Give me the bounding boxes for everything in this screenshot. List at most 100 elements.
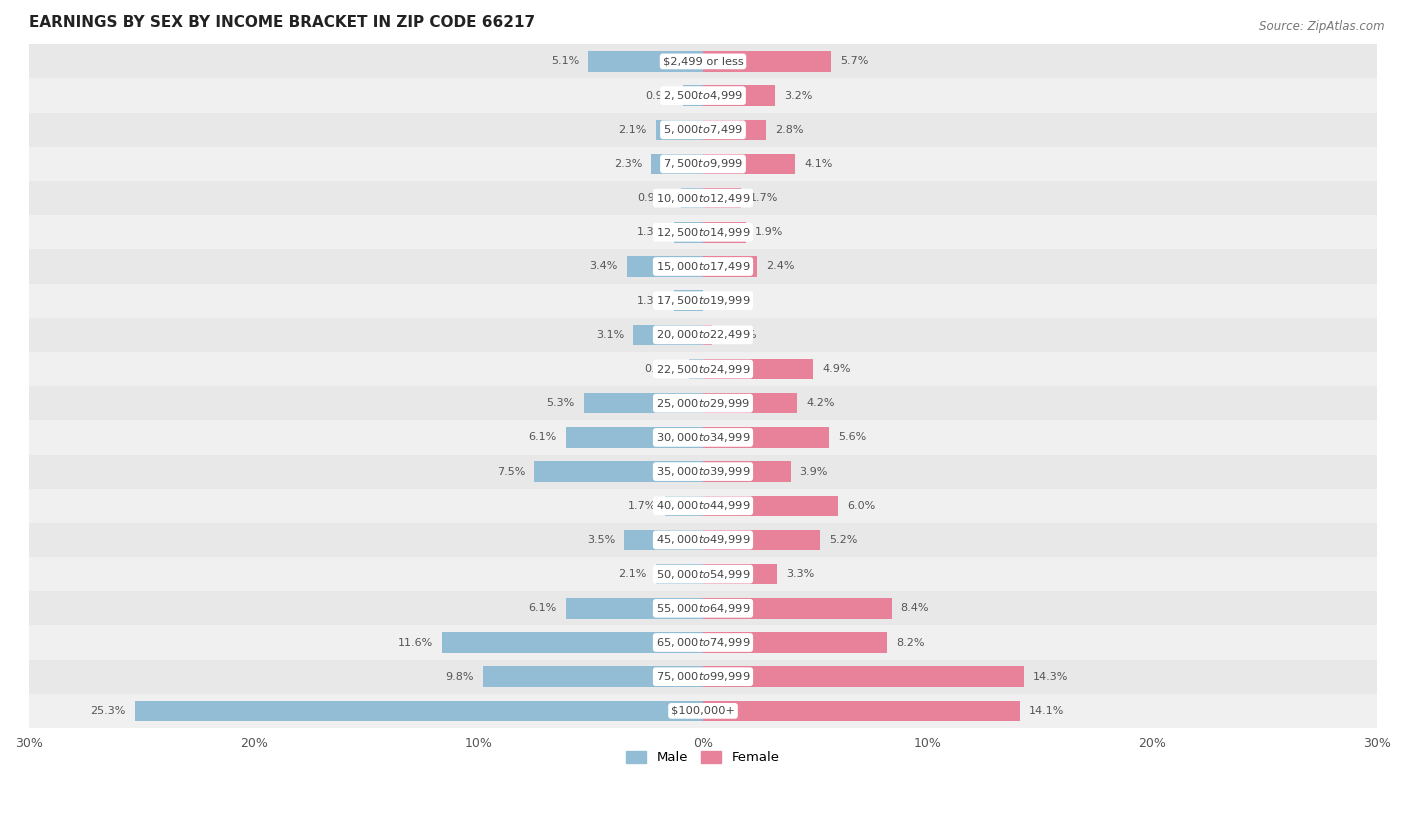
Text: 1.3%: 1.3% [637,296,665,306]
Text: 4.2%: 4.2% [807,398,835,408]
Text: 1.9%: 1.9% [755,228,783,237]
Text: 1.3%: 1.3% [637,228,665,237]
Bar [683,85,703,106]
Text: $25,000 to $29,999: $25,000 to $29,999 [655,397,751,410]
Text: $75,000 to $99,999: $75,000 to $99,999 [655,670,751,683]
Text: 0.42%: 0.42% [721,330,756,340]
Bar [0,318,1406,352]
Text: 8.2%: 8.2% [896,637,925,647]
Text: 3.9%: 3.9% [800,467,828,476]
Bar [0,250,1406,284]
Bar [588,51,703,72]
Bar [673,222,703,242]
Text: $40,000 to $44,999: $40,000 to $44,999 [655,499,751,512]
Text: 9.8%: 9.8% [446,672,474,681]
Bar [655,120,703,140]
Bar [673,290,703,311]
Text: $2,500 to $4,999: $2,500 to $4,999 [664,89,742,102]
Text: 7.5%: 7.5% [498,467,526,476]
Bar [703,85,775,106]
Text: 2.1%: 2.1% [619,569,647,579]
Bar [703,496,838,516]
Text: $10,000 to $12,499: $10,000 to $12,499 [655,192,751,205]
Bar [567,598,703,619]
Text: 25.3%: 25.3% [90,706,125,716]
Text: $7,500 to $9,999: $7,500 to $9,999 [664,158,742,171]
Text: 4.9%: 4.9% [823,364,851,374]
Text: 0.64%: 0.64% [644,364,679,374]
Bar [0,625,1406,659]
Bar [0,386,1406,420]
Bar [703,51,831,72]
Text: 6.1%: 6.1% [529,433,557,442]
Text: $50,000 to $54,999: $50,000 to $54,999 [655,567,751,580]
Bar [689,359,703,380]
Bar [583,393,703,414]
Bar [0,113,1406,147]
Text: 5.1%: 5.1% [551,56,579,67]
Text: $35,000 to $39,999: $35,000 to $39,999 [655,465,751,478]
Bar [703,256,756,276]
Bar [482,667,703,687]
Bar [703,530,820,550]
Text: 1.7%: 1.7% [751,193,779,203]
Text: $22,500 to $24,999: $22,500 to $24,999 [655,363,751,376]
Bar [703,701,1019,721]
Text: 3.4%: 3.4% [589,262,617,272]
Bar [0,181,1406,215]
Text: 4.1%: 4.1% [804,159,832,169]
Bar [0,591,1406,625]
Text: $55,000 to $64,999: $55,000 to $64,999 [655,602,751,615]
Bar [703,667,1025,687]
Bar [703,154,796,174]
Bar [624,530,703,550]
Text: 5.7%: 5.7% [839,56,869,67]
Bar [703,393,797,414]
Bar [0,420,1406,454]
Text: 3.1%: 3.1% [596,330,624,340]
Text: 14.1%: 14.1% [1029,706,1064,716]
Text: $20,000 to $22,499: $20,000 to $22,499 [655,328,751,341]
Bar [633,324,703,345]
Text: 3.3%: 3.3% [786,569,814,579]
Bar [703,461,790,482]
Text: 14.3%: 14.3% [1033,672,1069,681]
Text: 8.4%: 8.4% [901,603,929,613]
Text: 2.1%: 2.1% [619,124,647,135]
Bar [443,633,703,653]
Bar [0,147,1406,181]
Bar [0,44,1406,79]
Text: 3.2%: 3.2% [785,90,813,101]
Bar [0,659,1406,693]
Bar [0,79,1406,113]
Bar [703,564,778,585]
Bar [0,215,1406,250]
Text: 5.2%: 5.2% [828,535,858,545]
Text: 0.96%: 0.96% [637,193,672,203]
Text: 6.0%: 6.0% [846,501,875,511]
Bar [703,427,828,448]
Text: 1.7%: 1.7% [627,501,655,511]
Bar [0,352,1406,386]
Text: $45,000 to $49,999: $45,000 to $49,999 [655,533,751,546]
Bar [703,633,887,653]
Text: $15,000 to $17,499: $15,000 to $17,499 [655,260,751,273]
Bar [0,693,1406,728]
Text: $2,499 or less: $2,499 or less [662,56,744,67]
Text: $17,500 to $19,999: $17,500 to $19,999 [655,294,751,307]
Text: 2.3%: 2.3% [614,159,643,169]
Text: $30,000 to $34,999: $30,000 to $34,999 [655,431,751,444]
Bar [0,523,1406,557]
Bar [703,359,813,380]
Text: 11.6%: 11.6% [398,637,433,647]
Text: 0.0%: 0.0% [711,296,740,306]
Text: EARNINGS BY SEX BY INCOME BRACKET IN ZIP CODE 66217: EARNINGS BY SEX BY INCOME BRACKET IN ZIP… [30,15,536,30]
Legend: Male, Female: Male, Female [621,746,785,770]
Bar [703,222,745,242]
Text: 3.5%: 3.5% [588,535,616,545]
Bar [682,188,703,208]
Text: 0.9%: 0.9% [645,90,673,101]
Bar [0,489,1406,523]
Text: 2.4%: 2.4% [766,262,794,272]
Text: $12,500 to $14,999: $12,500 to $14,999 [655,226,751,239]
